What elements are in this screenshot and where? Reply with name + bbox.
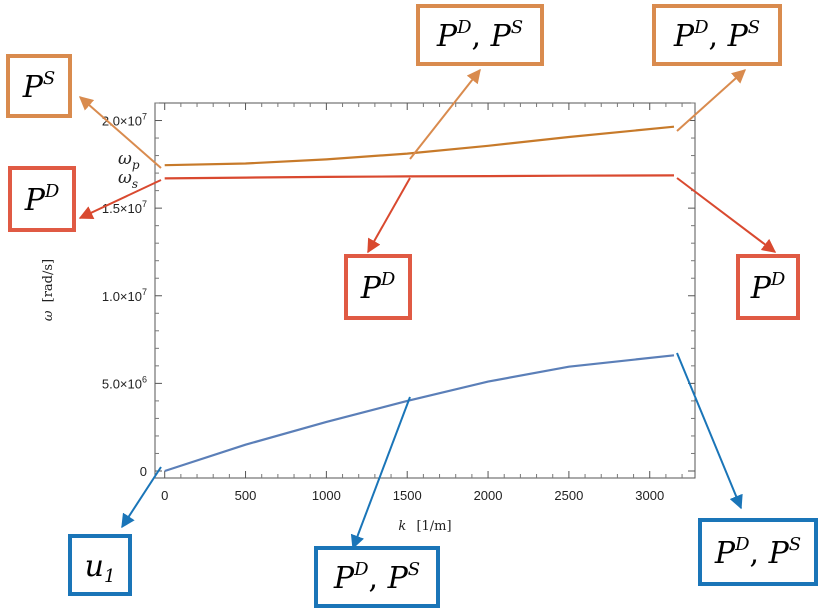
- annotation-box-ps-left: PS: [6, 54, 72, 118]
- annotation-box-frame: [344, 254, 412, 320]
- annotation-box-label: PD: [750, 269, 786, 306]
- y-tick-label: 1.0×107: [102, 287, 147, 304]
- annotation-box-pdps-top-mid: PD, PS: [416, 4, 544, 66]
- y-tick-labels: 0 5.0×106 1.0×107 1.5×107 2.0×107: [102, 112, 147, 479]
- arrow-to-pd-left: [78, 179, 162, 219]
- y-axis-unit: [rad/s]: [41, 259, 56, 302]
- annotation-box-label: PD, PS: [436, 17, 523, 54]
- annotation-box-frame: [698, 518, 818, 586]
- series-line-lower: [164, 354, 675, 473]
- y-tick-label: 5.0×106: [102, 374, 147, 391]
- series-line-upper: [164, 125, 675, 167]
- arrow-to-pdps-top-mid: [409, 68, 481, 160]
- annotation-box-label: PD: [360, 269, 396, 306]
- annotation-box-pdps-bottom-right: PD, PS: [698, 518, 818, 586]
- arrow-to-pdps-top-right: [676, 69, 747, 132]
- x-tick-label: 0: [161, 488, 168, 503]
- y-axis-var: ω: [41, 310, 56, 321]
- annotation-box-label: u1: [85, 549, 116, 587]
- x-axis-var: k: [398, 519, 406, 534]
- x-tick-label: 2500: [554, 488, 583, 503]
- x-tick-label: 1000: [312, 488, 341, 503]
- arrow-to-pdps-bottom-mid: [350, 396, 411, 550]
- arrow-to-u1: [121, 466, 162, 529]
- annotation-box-label: PD: [24, 181, 60, 218]
- x-tick-label: 1500: [393, 488, 422, 503]
- annotation-box-pdps-bottom-mid: PD, PS: [314, 546, 440, 608]
- arrow-to-ps-left: [78, 96, 162, 169]
- series-line-middle: [164, 174, 675, 180]
- annotation-box-frame: [314, 546, 440, 608]
- x-tick-label: 3000: [635, 488, 664, 503]
- arrow-to-pdps-bottom-right: [676, 352, 743, 510]
- x-tick-labels: 0 500 1000 1500 2000 2500 3000: [161, 488, 664, 503]
- omega-s-sub: s: [132, 177, 138, 191]
- x-axis-label: k [1/m]: [398, 519, 451, 534]
- annotation-box-pd-left: PD: [8, 166, 76, 232]
- annotation-box-frame: [416, 4, 544, 66]
- plot-frame: [154, 102, 696, 479]
- annotation-box-label: PD, PS: [333, 559, 420, 596]
- y-tick-label: 1.5×107: [102, 199, 147, 216]
- arrow-to-pd-right: [676, 177, 777, 253]
- annotation-box-frame: [652, 4, 782, 66]
- x-tick-label: 500: [235, 488, 257, 503]
- omega-s-base: ω: [118, 168, 132, 188]
- annotation-box-frame: [8, 166, 76, 232]
- y-tick-label: 0: [140, 464, 147, 479]
- annotation-box-label: PD, PS: [673, 17, 760, 54]
- annotation-box-u1: u1: [68, 534, 132, 596]
- annotation-arrows: [78, 68, 777, 550]
- annotation-box-pd-right: PD: [736, 254, 800, 320]
- annotation-box-label: PD, PS: [714, 534, 801, 571]
- omega-p-sub: p: [132, 158, 140, 172]
- x-axis-unit: [1/m]: [416, 519, 451, 534]
- axis-ticks: [155, 102, 695, 478]
- series-layer: [164, 125, 675, 473]
- arrow-to-pd-mid: [367, 177, 411, 254]
- omega-p-label: ωp: [118, 149, 140, 172]
- omega-s-label: ωs: [118, 168, 138, 191]
- annotation-box-pdps-top-right: PD, PS: [652, 4, 782, 66]
- annotation-box-frame: [6, 54, 72, 118]
- x-tick-label: 2000: [474, 488, 503, 503]
- omega-p-base: ω: [118, 149, 132, 169]
- annotation-boxes: PS PD PD, PS PD, PS PD PD u1 PD, PS PD, PS: [6, 4, 818, 608]
- annotation-box-frame: [736, 254, 800, 320]
- annotation-box-label: PS: [22, 68, 56, 105]
- y-tick-label: 2.0×107: [102, 112, 147, 129]
- annotation-box-frame: [68, 534, 132, 596]
- y-axis-label: ω [rad/s]: [41, 259, 56, 321]
- annotation-box-pd-mid: PD: [344, 254, 412, 320]
